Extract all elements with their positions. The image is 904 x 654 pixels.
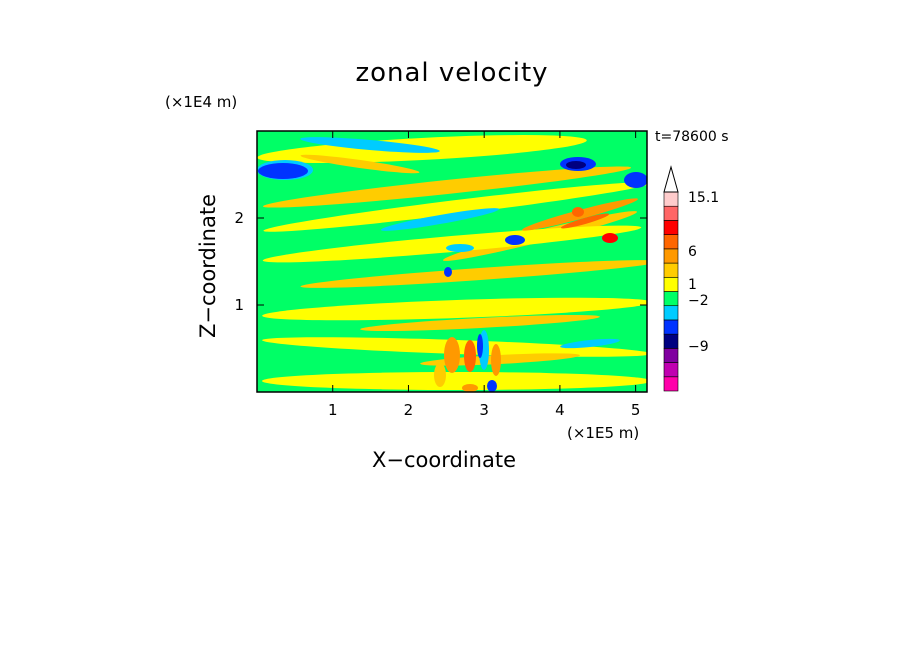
colorbar-label: 6 [688, 244, 697, 260]
x-tick-label: 3 [479, 401, 489, 419]
contour-blob [446, 244, 474, 252]
chart-title: zonal velocity [355, 58, 549, 88]
colorbar-extend-arrow [663, 165, 679, 193]
y-tick-label: 2 [234, 209, 244, 227]
contour-blob [444, 337, 460, 373]
time-label: t=78600 s [655, 129, 729, 145]
contour-band [300, 154, 420, 174]
contour-band [262, 372, 647, 390]
colorbar-segment [663, 291, 679, 307]
contour-band [262, 225, 642, 263]
colorbar-label: −2 [688, 293, 709, 309]
colorbar-segment [663, 248, 679, 264]
contour-band [262, 297, 647, 321]
colorbar-label: −9 [688, 339, 709, 355]
colorbar-segment [663, 348, 679, 363]
contour-band [380, 208, 500, 231]
contour-blob [462, 384, 478, 392]
contour-blob [464, 340, 476, 372]
axes: 1 2 3 4 5 1 2 [234, 131, 647, 419]
x-tick-label: 1 [328, 401, 338, 419]
colorbar-segment [663, 234, 679, 250]
colorbar-segment [663, 319, 679, 335]
contour-band [263, 166, 631, 208]
colorbar-segment [663, 305, 679, 321]
contour-band [300, 137, 440, 153]
contour-blob [624, 172, 647, 188]
plot-frame [256, 130, 648, 393]
contour-band [360, 314, 600, 332]
colorbar-label: 15.1 [688, 190, 719, 206]
contour-blob [258, 163, 308, 179]
colorbar-label: 1 [688, 277, 697, 293]
x-tick-label: 2 [404, 401, 414, 419]
contour-band [560, 338, 620, 349]
colorbar-segment [663, 191, 679, 207]
x-axis-label: X−coordinate [372, 448, 516, 472]
contour-blob [477, 334, 483, 358]
contour-blob [434, 363, 446, 387]
velocity-field [257, 135, 647, 392]
contour-band [300, 260, 647, 288]
x-unit-label: (×1E5 m) [567, 424, 640, 442]
contour-band [560, 213, 610, 229]
colorbar-segment [663, 220, 679, 235]
colorbar: 15.1 6 1−2 −9 [663, 165, 719, 392]
z-unit-label: (×1E4 m) [165, 93, 238, 111]
contour-blob [572, 207, 584, 217]
contour-blob [444, 267, 452, 277]
contour-blob [566, 161, 586, 169]
colorbar-segment [663, 362, 679, 378]
colorbar-segment [663, 376, 679, 392]
colorbar-segment [663, 333, 679, 349]
colorbar-segment [663, 276, 679, 292]
contour-band [263, 182, 647, 232]
colorbar-segment [663, 262, 679, 278]
x-tick-label: 4 [555, 401, 565, 419]
x-tick-label: 5 [631, 401, 641, 419]
contour-blob [505, 235, 525, 245]
y-tick-label: 1 [234, 296, 244, 314]
contour-blob [602, 233, 618, 243]
contour-blob [487, 380, 497, 392]
colorbar-segment [663, 205, 679, 221]
contour-blob [491, 344, 501, 376]
